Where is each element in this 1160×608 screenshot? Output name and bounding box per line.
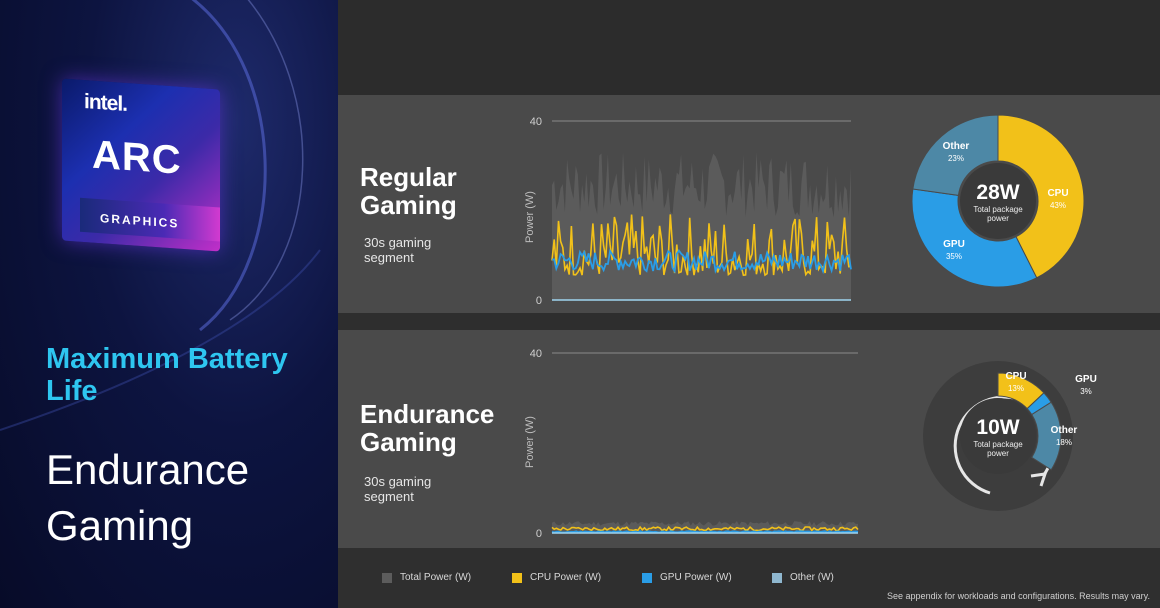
- y-axis-label: Power (W): [524, 191, 536, 243]
- series-cpu-line: [551, 525, 859, 532]
- chart-subtitle: 30s gaming segment: [364, 235, 432, 265]
- series-gpu-line: [551, 530, 859, 534]
- logo-product: ARC: [92, 132, 182, 183]
- legend-swatch: [512, 572, 522, 583]
- arrow-head: [1030, 472, 1048, 487]
- slice-label-other: Other: [1051, 425, 1078, 436]
- series-gpu-line: [551, 248, 852, 275]
- legend-swatch: [382, 572, 392, 583]
- y-tick-0: 0: [536, 295, 542, 307]
- footnote: See appendix for workloads and configura…: [887, 591, 1150, 601]
- y-tick-40: 40: [530, 348, 542, 360]
- y-tick-40: 40: [530, 116, 542, 128]
- swirl-decoration: [0, 0, 321, 431]
- legend: Total Power (W) CPU Power (W) GPU Power …: [338, 548, 1160, 608]
- slice-value-cpu: 43%: [1050, 201, 1066, 210]
- top-band: [338, 0, 1160, 95]
- logo-brand: intel.: [84, 90, 128, 117]
- series-total-area: [552, 152, 851, 300]
- center-label: power: [987, 214, 1009, 223]
- legend-swatch: [772, 572, 782, 583]
- slice-value-other: 18%: [1056, 438, 1072, 447]
- center-label: power: [987, 449, 1009, 458]
- left-panel: intel. ARC GRAPHICS Maximum Battery Life…: [0, 0, 338, 608]
- legend-item-total: Total Power (W): [382, 572, 471, 583]
- slice-value-gpu: 3%: [1080, 387, 1092, 396]
- chart-subtitle: 30s gaming segment: [364, 474, 432, 504]
- chart-title: Endurance Gaming: [360, 399, 495, 457]
- slice-label-gpu: GPU: [943, 239, 965, 250]
- slice-cpu: [997, 114, 1085, 279]
- slice-label-other: Other: [943, 141, 970, 152]
- y-axis-label: Power (W): [524, 416, 536, 468]
- series-cpu-line: [551, 214, 852, 277]
- slice-value-gpu: 35%: [946, 252, 962, 261]
- center-value: 28W: [976, 181, 1019, 204]
- legend-item-gpu: GPU Power (W): [642, 572, 732, 583]
- legend-item-cpu: CPU Power (W): [512, 572, 601, 583]
- plot-area: [551, 521, 859, 534]
- donut-center: [960, 163, 1036, 239]
- regular-gaming-chart: 40 0 Power (W): [524, 116, 852, 307]
- chart-title: Regular Gaming: [360, 162, 457, 220]
- slice-label-gpu: GPU: [1075, 374, 1097, 385]
- slice-value-cpu: 13%: [1008, 384, 1024, 393]
- slice-label-cpu: CPU: [1047, 188, 1068, 199]
- slice-other: [1031, 401, 1062, 471]
- slice-gpu: [911, 188, 1038, 288]
- slice-value-other: 23%: [948, 154, 964, 163]
- y-tick-0: 0: [536, 528, 542, 540]
- plot-area: [551, 152, 852, 301]
- intel-arc-logo: intel. ARC GRAPHICS: [62, 78, 220, 252]
- donut-center: [960, 398, 1036, 474]
- slice-other: [912, 114, 999, 196]
- center-value: 10W: [976, 416, 1019, 439]
- legend-swatch: [642, 572, 652, 583]
- center-label: Total package: [973, 440, 1023, 449]
- headline-accent: Maximum Battery Life: [46, 343, 288, 407]
- center-label: Total package: [973, 205, 1023, 214]
- endurance-gaming-chart: 40 0 Power (W): [524, 348, 859, 540]
- regular-gaming-row: Regular Gaming 30s gaming segment 40 0 P…: [338, 95, 1160, 313]
- slice-label-cpu: CPU: [1005, 371, 1026, 382]
- endurance-gaming-row: Endurance Gaming 30s gaming segment 40 0…: [338, 330, 1160, 548]
- headline-main: Endurance Gaming: [46, 446, 250, 549]
- legend-item-other: Other (W): [772, 572, 834, 583]
